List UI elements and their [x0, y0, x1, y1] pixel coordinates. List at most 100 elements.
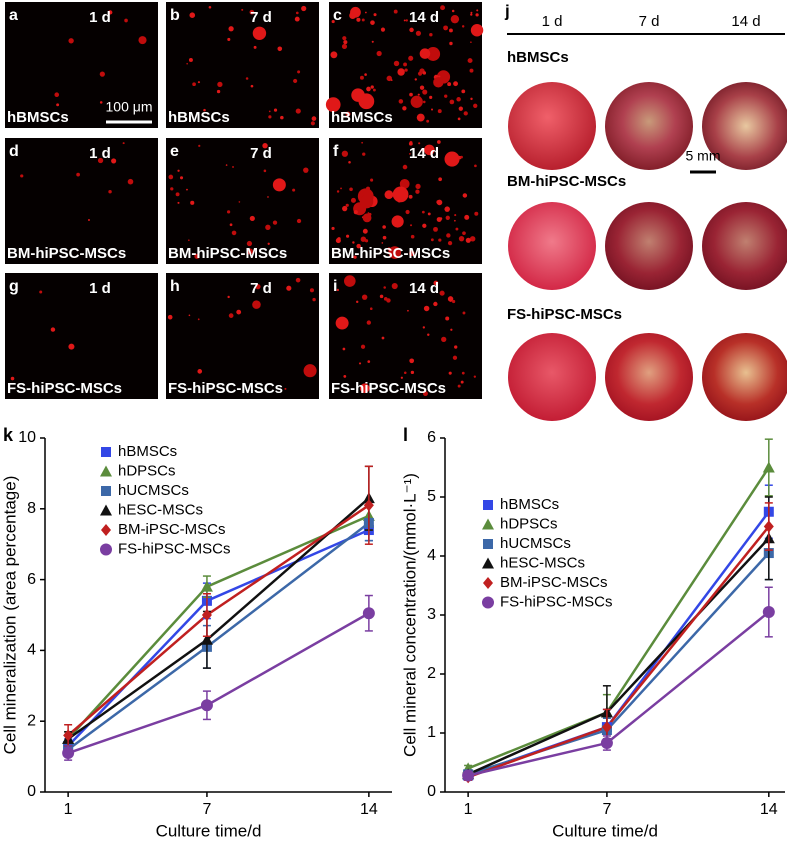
point: [200, 699, 213, 712]
stain-dot: [249, 215, 255, 222]
stain-dot: [382, 235, 387, 240]
stain-dot: [350, 6, 361, 18]
stain-dot: [391, 282, 398, 290]
stain-dot: [409, 92, 413, 97]
micrograph: [5, 2, 158, 128]
stain-dot: [250, 84, 254, 88]
scale-bar-label: 5 mm: [686, 148, 721, 164]
point: [62, 747, 75, 760]
series-line: [67, 612, 370, 755]
stain-dot: [273, 108, 278, 112]
stain-dot: [423, 305, 430, 312]
stain-dot: [433, 301, 438, 307]
stain-dot: [197, 369, 203, 374]
stain-dot: [423, 391, 428, 397]
point: [201, 609, 212, 621]
stain-dot: [383, 286, 386, 289]
stain-dot: [267, 242, 270, 245]
stain-dot: [177, 169, 180, 172]
stain-dot: [447, 296, 454, 302]
stain-dot: [456, 97, 461, 102]
stain-dot: [358, 362, 362, 365]
stain-dot: [277, 46, 283, 52]
stain-dot: [99, 71, 105, 77]
y-tick-label: 1: [427, 724, 436, 741]
legend-label: hDPSCs: [118, 462, 176, 479]
stain-dot: [410, 370, 415, 375]
stain-dot: [186, 188, 188, 191]
stain-dot: [87, 218, 90, 221]
stain-dot: [462, 231, 466, 235]
photo-disc: [508, 82, 596, 170]
stain-dot: [197, 318, 200, 321]
stain-dot: [455, 227, 459, 231]
stain-dot: [331, 226, 335, 231]
stain-dot: [356, 17, 361, 22]
stain-dot: [343, 374, 347, 378]
stain-dot: [331, 19, 335, 24]
stain-dot: [336, 288, 340, 292]
panel-letter: e: [170, 143, 179, 160]
stain-dot: [381, 336, 385, 340]
photo-disc: [605, 82, 693, 170]
photo-disc: [605, 202, 693, 290]
stain-dot: [353, 210, 358, 215]
stain-dot: [286, 285, 292, 291]
x-tick-label: 14: [760, 801, 778, 818]
stain-dot: [470, 24, 484, 37]
stain-dot: [301, 5, 307, 12]
stain-dot: [188, 57, 193, 62]
stain-dot: [238, 201, 241, 203]
stain-dot: [56, 103, 60, 107]
stain-dot: [427, 212, 431, 216]
stain-dot: [336, 190, 340, 193]
stain-dot: [228, 313, 234, 318]
stain-dot: [400, 376, 403, 379]
point: [363, 499, 374, 512]
cell-label: BM-hiPSC-MSCs: [168, 245, 287, 262]
stain-dot: [186, 62, 188, 65]
legend-label: hESC-MSCs: [500, 554, 585, 571]
stain-dot: [268, 115, 272, 119]
micrograph: [5, 273, 158, 399]
legend-swatch: [483, 577, 493, 589]
point: [200, 580, 213, 592]
stain-dot: [461, 25, 465, 28]
stain-dot: [415, 183, 421, 189]
stain-dot: [366, 86, 371, 92]
stain-dot: [197, 81, 201, 84]
stain-dot: [427, 333, 430, 337]
stain-dot: [464, 214, 470, 220]
stain-dot: [232, 166, 234, 168]
stain-dot: [345, 203, 349, 207]
stain-dot: [384, 190, 394, 200]
stain-dot: [462, 193, 468, 198]
stain-dot: [341, 43, 348, 50]
stain-dot: [245, 77, 249, 80]
stain-dot: [460, 155, 463, 159]
stain-dot: [231, 230, 237, 236]
legend-label: hUCMSCs: [500, 535, 571, 552]
stain-dot: [342, 347, 346, 351]
stain-dot: [469, 236, 476, 242]
stain-dot: [359, 75, 364, 80]
stain-dot: [436, 199, 443, 206]
stain-dot: [428, 253, 430, 256]
y-tick-label: 6: [27, 571, 36, 588]
stain-dot: [388, 246, 402, 259]
legend-label: hBMSCs: [118, 443, 177, 460]
stain-dot: [424, 144, 435, 156]
stain-dot: [50, 327, 56, 332]
stain-dot: [284, 387, 287, 390]
y-tick-label: 4: [427, 547, 436, 564]
y-tick-label: 4: [27, 642, 36, 659]
stain-dot: [415, 189, 420, 194]
stain-dot: [346, 234, 350, 238]
stain-dot: [167, 314, 173, 320]
photo-disc: [508, 333, 596, 421]
y-tick-label: 10: [18, 429, 36, 446]
stain-dot: [457, 384, 461, 388]
stain-dot: [447, 241, 453, 246]
stain-dot: [461, 371, 465, 375]
stain-dot: [280, 115, 284, 120]
